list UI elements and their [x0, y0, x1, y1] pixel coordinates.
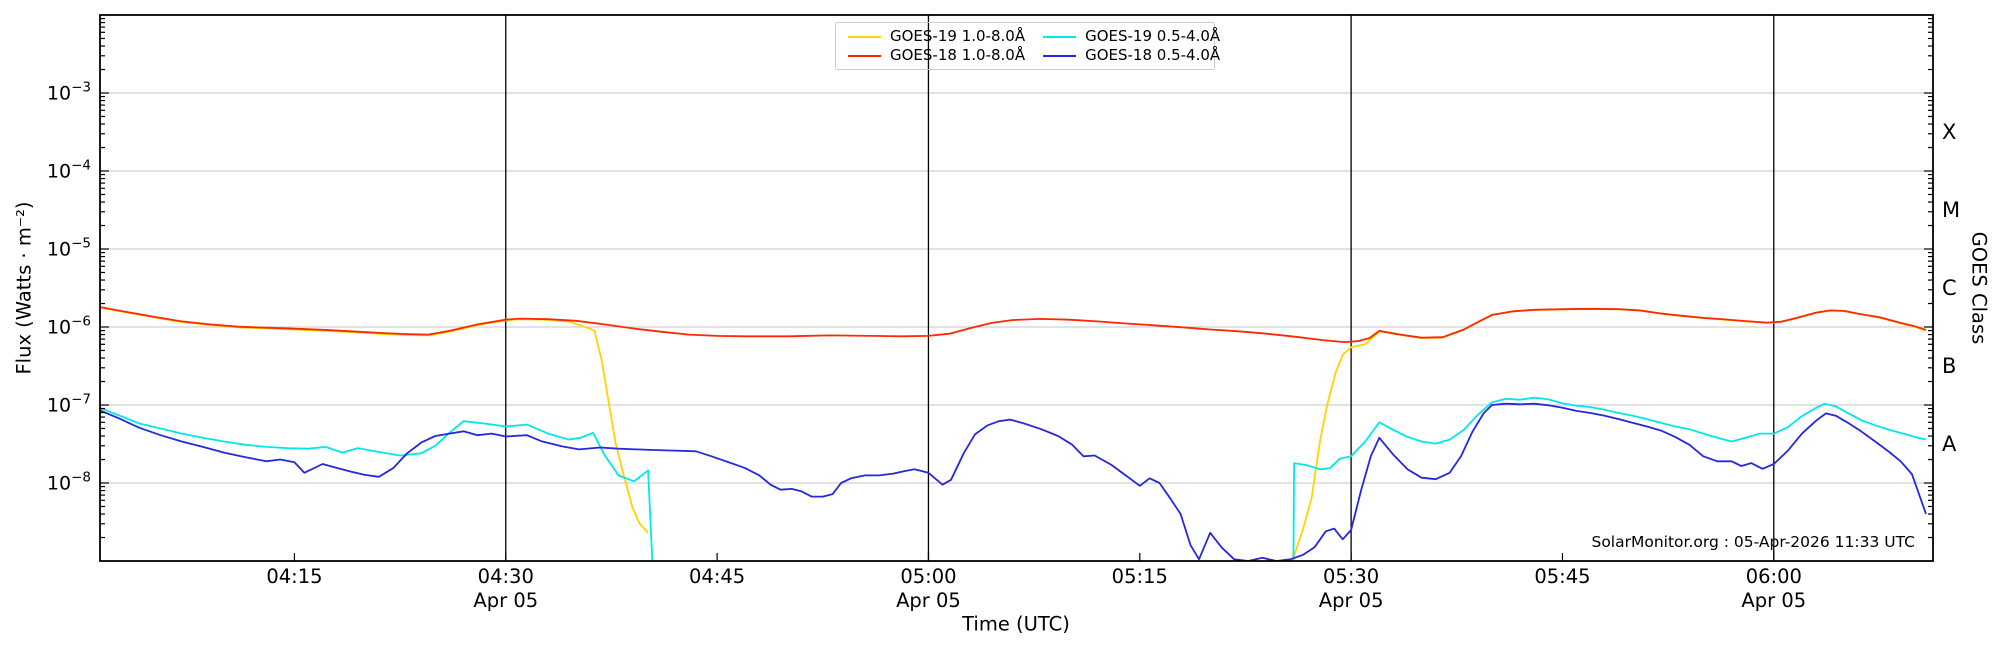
flux-tick-label: 10−6 [47, 314, 91, 339]
legend-item-1: GOES-19 0.5-4.0Å [1043, 29, 1220, 44]
series-goes18-long [100, 306, 1927, 344]
time-tick-label: 05:45 [1534, 565, 1590, 588]
goes-class-axis-title: GOES Class [1967, 231, 1991, 345]
goes-class-labels: X M C B A [1942, 120, 1960, 456]
solarmonitor-watermark: SolarMonitor.org : 05-Apr-2026 11:33 UTC [1591, 533, 1915, 551]
legend-line-swatch [848, 35, 881, 38]
time-tick-label: 05:00 [900, 565, 956, 588]
legend-label: GOES-19 1.0-8.0Å [890, 27, 1026, 45]
time-tick-label: 05:15 [1112, 565, 1168, 588]
time-tick-label: 05:30 [1323, 565, 1379, 588]
legend-item-0: GOES-19 1.0-8.0Å [848, 29, 1025, 44]
time-tick-label: 04:15 [266, 565, 322, 588]
time-axis-title: Time (UTC) [962, 612, 1070, 636]
date-tick-label: Apr 05 [1741, 589, 1806, 612]
legend-item-3: GOES-18 0.5-4.0Å [1043, 48, 1220, 63]
class-label-C: C [1942, 276, 1957, 300]
plot-area [99, 14, 1934, 562]
legend-line-swatch [848, 54, 881, 57]
legend-label: GOES-18 0.5-4.0Å [1085, 46, 1221, 64]
series-goes19-short [100, 396, 1927, 561]
date-tick-label: Apr 05 [896, 589, 961, 612]
class-label-A: A [1942, 432, 1957, 456]
class-label-M: M [1942, 198, 1960, 222]
legend-item-2: GOES-18 1.0-8.0Å [848, 48, 1025, 63]
legend-label: GOES-19 0.5-4.0Å [1085, 27, 1221, 45]
legend-line-swatch [1043, 35, 1077, 38]
time-tick-label: 06:00 [1746, 565, 1802, 588]
legend-label: GOES-18 1.0-8.0Å [890, 46, 1026, 64]
flux-axis-title: Flux (Watts · m⁻²) [12, 201, 36, 375]
class-label-B: B [1942, 354, 1956, 378]
time-tick-label: 04:45 [689, 565, 745, 588]
legend-line-swatch [1043, 54, 1077, 57]
legend: GOES-19 1.0-8.0Å GOES-19 0.5-4.0Å GOES-18 … [835, 22, 1220, 70]
half-hour-daylines [505, 15, 1775, 561]
series-goes18-short [100, 402, 1927, 561]
class-label-X: X [1942, 120, 1956, 144]
grid-lines [100, 92, 1933, 484]
time-tick-label: 04:30 [478, 565, 534, 588]
date-tick-label: Apr 05 [473, 589, 538, 612]
date-tick-label: Apr 05 [1319, 589, 1384, 612]
